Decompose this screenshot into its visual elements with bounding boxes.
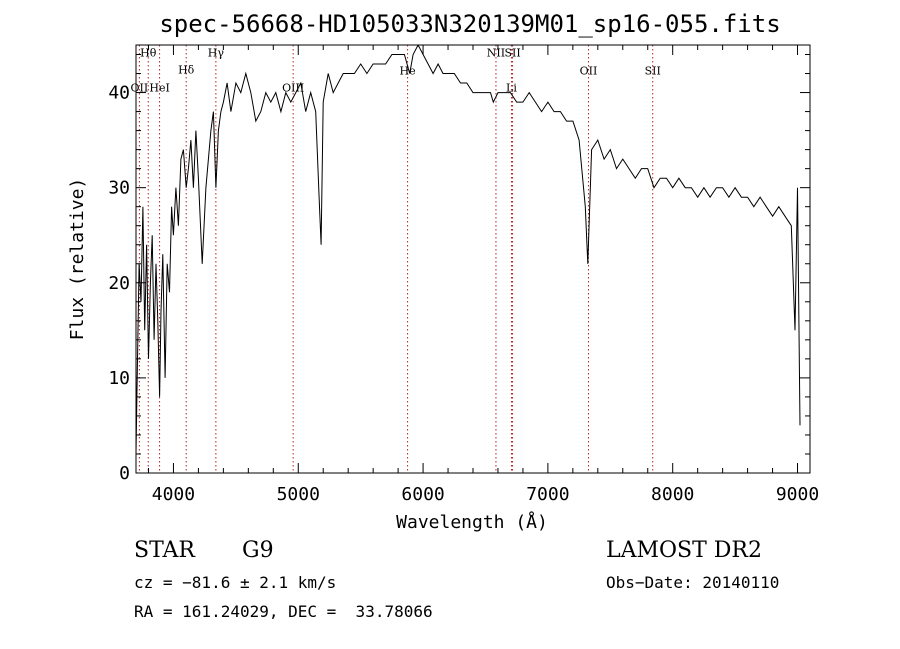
- y-axis: 0 10 20 30 40: [108, 54, 810, 484]
- class-label: STAR: [134, 538, 195, 563]
- y-axis-label: Flux (relative): [67, 178, 88, 341]
- line-label-9: Li: [506, 82, 517, 95]
- x-tick-label-4: 8000: [651, 484, 694, 505]
- x-tick-label-2: 6000: [401, 484, 444, 505]
- line-label-11: SII: [645, 64, 661, 77]
- x-tick-label-3: 7000: [526, 484, 569, 505]
- y-tick-label-2: 20: [108, 273, 130, 294]
- line-label-0: Hθ: [140, 46, 157, 59]
- line-label-5: OIII: [282, 82, 304, 95]
- line-label-3: Hδ: [178, 64, 195, 77]
- line-label-7: NII: [487, 46, 505, 59]
- line-label-1: OII: [131, 82, 149, 95]
- y-tick-label-4: 40: [108, 83, 130, 104]
- obs-date-readout: Obs−Date: 20140110: [606, 573, 780, 592]
- line-label-6: He: [400, 64, 416, 77]
- spectrum-line: [136, 45, 801, 455]
- line-label-8: SII: [504, 46, 520, 59]
- x-axis-label: Wavelength (Å): [396, 511, 548, 533]
- line-label-10: OII: [580, 64, 598, 77]
- redshift-readout: cz = −81.6 ± 2.1 km/s: [134, 573, 337, 592]
- spectrum-series: [136, 45, 801, 455]
- x-tick-label-0: 4000: [152, 484, 195, 505]
- x-tick-label-5: 9000: [776, 484, 819, 505]
- line-label-2: HeI: [149, 82, 169, 95]
- y-tick-label-1: 10: [108, 368, 130, 389]
- y-tick-label-0: 0: [119, 463, 130, 484]
- coordinates-readout: RA = 161.24029, DEC = 33.78066: [134, 602, 433, 621]
- x-tick-label-1: 5000: [277, 484, 320, 505]
- x-axis: 4000 5000 6000 7000 8000 9000: [147, 45, 819, 505]
- survey-label: LAMOST DR2: [606, 538, 762, 563]
- subclass-label: G9: [242, 538, 274, 563]
- plot-frame: [135, 44, 811, 474]
- line-label-4: Hγ: [208, 46, 225, 59]
- y-tick-label-3: 30: [108, 178, 130, 199]
- chart-title: spec-56668-HD105033N320139M01_sp16-055.f…: [159, 10, 780, 38]
